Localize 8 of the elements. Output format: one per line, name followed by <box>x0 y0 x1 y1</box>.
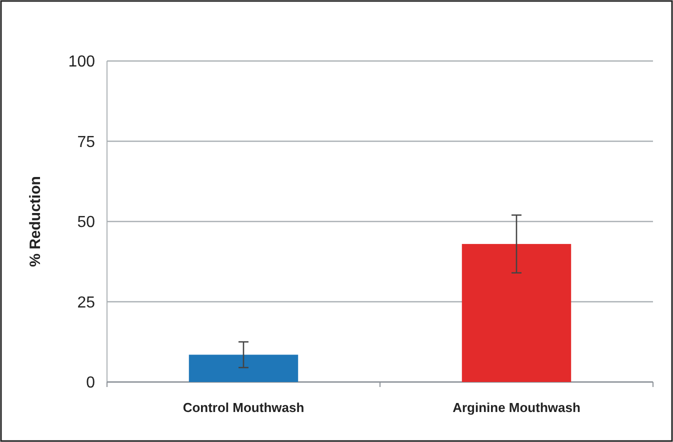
y-tick-label: 0 <box>86 374 96 392</box>
y-tick-label: 50 <box>77 214 96 232</box>
y-tick-label: 100 <box>68 54 96 71</box>
x-tick-label: Arginine Mouthwash <box>452 400 580 415</box>
y-axis-title: % Reduction <box>27 176 44 267</box>
y-tick-label: 75 <box>77 134 96 151</box>
y-tick-label: 25 <box>77 294 96 312</box>
x-tick-label: Control Mouthwash <box>182 400 304 415</box>
